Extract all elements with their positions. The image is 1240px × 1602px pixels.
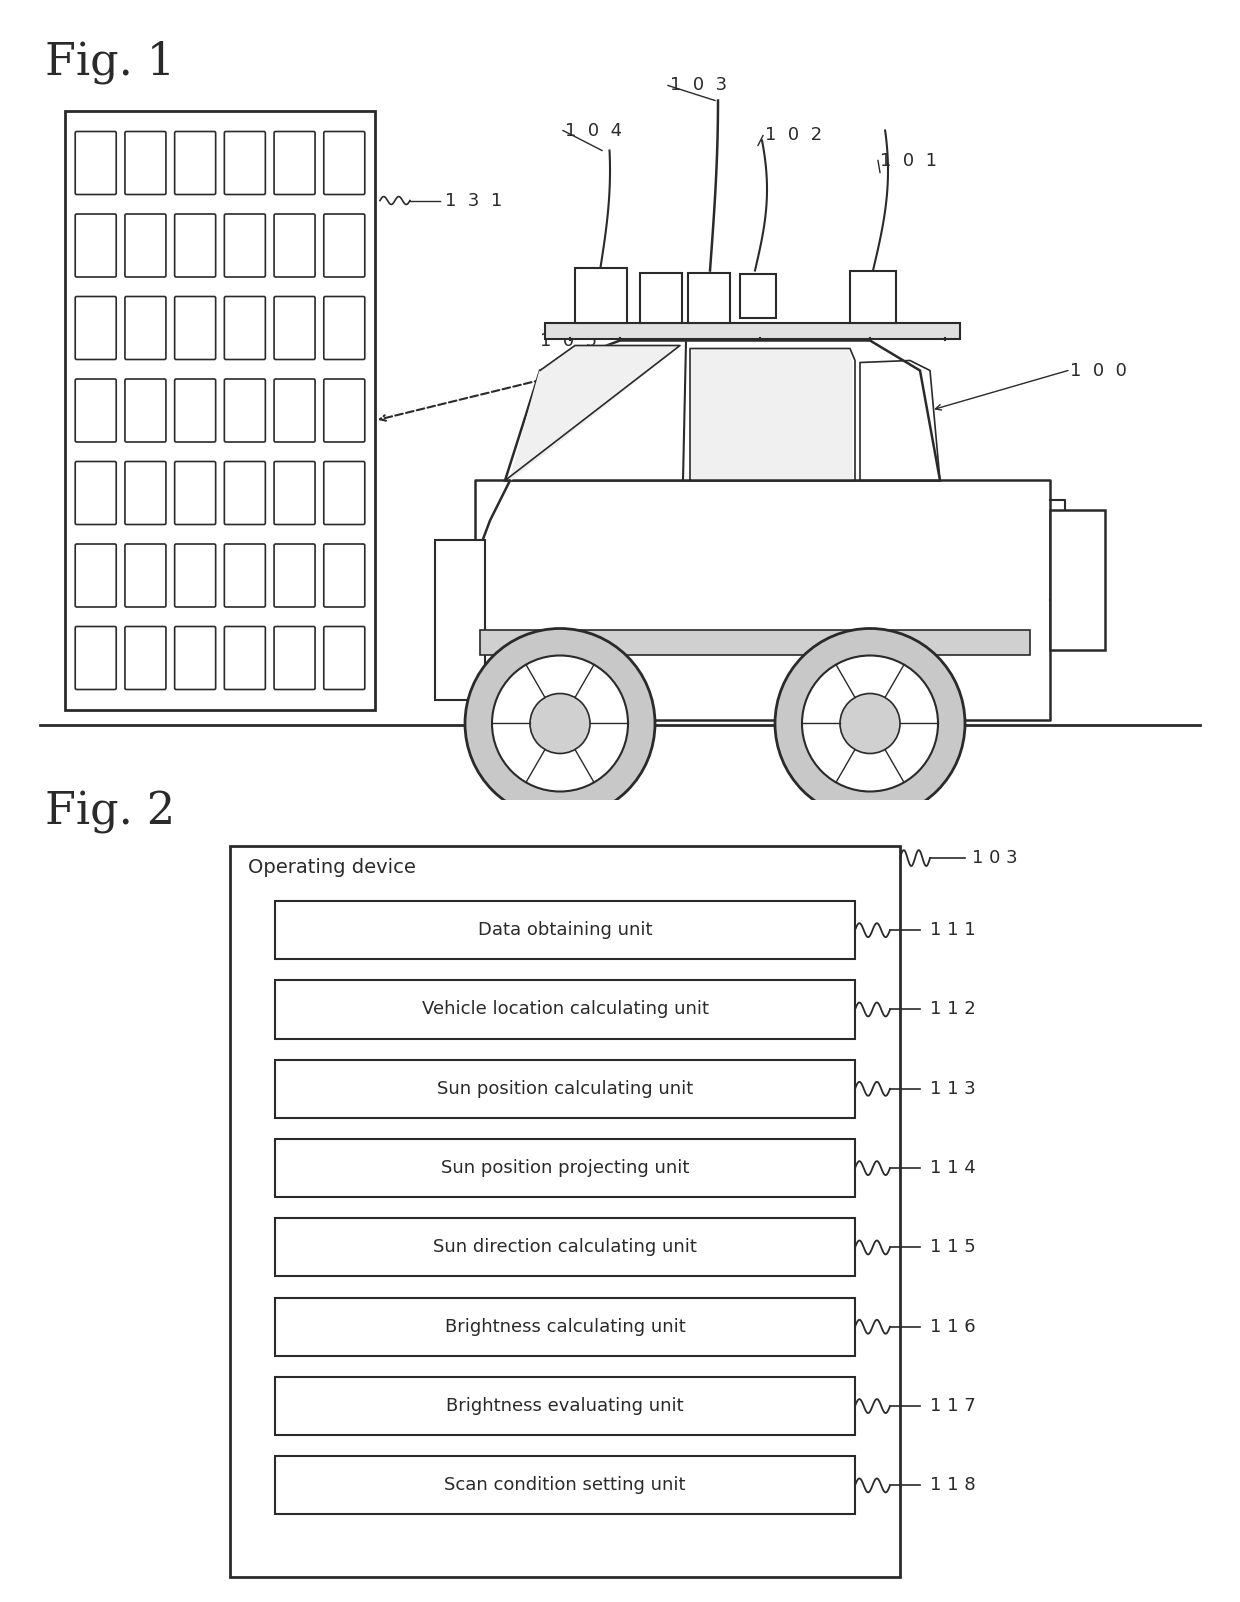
- Text: Scan condition setting unit: Scan condition setting unit: [444, 1477, 686, 1495]
- Text: Data obtaining unit: Data obtaining unit: [477, 921, 652, 939]
- Bar: [275, 1298, 856, 1355]
- Bar: [64, 111, 374, 711]
- Text: Sun position calculating unit: Sun position calculating unit: [436, 1080, 693, 1097]
- FancyBboxPatch shape: [224, 545, 265, 607]
- FancyBboxPatch shape: [274, 461, 315, 524]
- Bar: [740, 274, 776, 317]
- Text: 1 1 3: 1 1 3: [930, 1080, 976, 1097]
- FancyBboxPatch shape: [125, 545, 166, 607]
- Text: 1  0  4: 1 0 4: [565, 122, 622, 139]
- FancyBboxPatch shape: [274, 215, 315, 277]
- Polygon shape: [505, 341, 940, 481]
- FancyBboxPatch shape: [175, 296, 216, 359]
- Text: 1 1 8: 1 1 8: [930, 1477, 976, 1495]
- FancyBboxPatch shape: [125, 215, 166, 277]
- Bar: [435, 540, 485, 700]
- Text: 1 1 1: 1 1 1: [930, 921, 976, 939]
- FancyBboxPatch shape: [76, 626, 117, 689]
- Text: 1 1 6: 1 1 6: [930, 1318, 976, 1336]
- Text: 1 1 7: 1 1 7: [930, 1397, 976, 1415]
- FancyBboxPatch shape: [274, 545, 315, 607]
- Circle shape: [802, 655, 937, 791]
- FancyBboxPatch shape: [125, 131, 166, 194]
- Bar: [849, 271, 897, 322]
- FancyBboxPatch shape: [324, 545, 365, 607]
- FancyBboxPatch shape: [175, 626, 216, 689]
- Bar: [275, 980, 856, 1038]
- Bar: [275, 900, 856, 960]
- FancyBboxPatch shape: [175, 545, 216, 607]
- FancyBboxPatch shape: [324, 380, 365, 442]
- FancyBboxPatch shape: [324, 461, 365, 524]
- FancyBboxPatch shape: [274, 380, 315, 442]
- FancyBboxPatch shape: [224, 461, 265, 524]
- Text: 1  0  1: 1 0 1: [880, 152, 937, 170]
- Text: Vehicle location calculating unit: Vehicle location calculating unit: [422, 1001, 708, 1019]
- Text: 1 0 3: 1 0 3: [972, 849, 1018, 867]
- FancyBboxPatch shape: [125, 296, 166, 359]
- Bar: [1050, 511, 1105, 650]
- Bar: [640, 272, 682, 322]
- FancyBboxPatch shape: [274, 626, 315, 689]
- FancyBboxPatch shape: [274, 131, 315, 194]
- Circle shape: [775, 628, 965, 819]
- Text: Sun direction calculating unit: Sun direction calculating unit: [433, 1238, 697, 1256]
- Text: 1  0  0: 1 0 0: [1070, 362, 1127, 380]
- Text: 1  3  1: 1 3 1: [445, 192, 502, 210]
- FancyBboxPatch shape: [274, 296, 315, 359]
- Circle shape: [465, 628, 655, 819]
- FancyBboxPatch shape: [224, 296, 265, 359]
- Bar: [480, 631, 1030, 655]
- Circle shape: [529, 694, 590, 753]
- Text: Sun position projecting unit: Sun position projecting unit: [440, 1160, 689, 1177]
- FancyBboxPatch shape: [324, 215, 365, 277]
- FancyBboxPatch shape: [224, 131, 265, 194]
- FancyBboxPatch shape: [175, 461, 216, 524]
- Bar: [275, 1378, 856, 1435]
- FancyBboxPatch shape: [76, 461, 117, 524]
- FancyBboxPatch shape: [76, 380, 117, 442]
- Text: Brightness calculating unit: Brightness calculating unit: [445, 1318, 686, 1336]
- Circle shape: [839, 694, 900, 753]
- Bar: [229, 846, 900, 1576]
- FancyBboxPatch shape: [76, 545, 117, 607]
- FancyBboxPatch shape: [324, 626, 365, 689]
- FancyBboxPatch shape: [224, 626, 265, 689]
- Text: Fig. 1: Fig. 1: [45, 40, 175, 83]
- Bar: [575, 268, 627, 322]
- Text: 1  0  5: 1 0 5: [539, 332, 598, 349]
- Text: 1  0  2: 1 0 2: [765, 127, 822, 144]
- Text: Brightness evaluating unit: Brightness evaluating unit: [446, 1397, 683, 1415]
- Text: 1 1 2: 1 1 2: [930, 1001, 976, 1019]
- Bar: [546, 322, 960, 338]
- Text: 1 1 4: 1 1 4: [930, 1160, 976, 1177]
- FancyBboxPatch shape: [76, 131, 117, 194]
- Polygon shape: [692, 351, 852, 479]
- FancyBboxPatch shape: [125, 380, 166, 442]
- Bar: [275, 1456, 856, 1514]
- FancyBboxPatch shape: [125, 461, 166, 524]
- FancyBboxPatch shape: [125, 626, 166, 689]
- FancyBboxPatch shape: [224, 380, 265, 442]
- Bar: [275, 1139, 856, 1197]
- Polygon shape: [510, 346, 680, 481]
- Text: 1  0  3: 1 0 3: [670, 77, 727, 95]
- FancyBboxPatch shape: [224, 215, 265, 277]
- Circle shape: [492, 655, 627, 791]
- FancyBboxPatch shape: [175, 131, 216, 194]
- FancyBboxPatch shape: [76, 296, 117, 359]
- Bar: [688, 272, 730, 322]
- FancyBboxPatch shape: [324, 296, 365, 359]
- FancyBboxPatch shape: [324, 131, 365, 194]
- Text: Fig. 2: Fig. 2: [45, 791, 175, 835]
- Bar: [275, 1219, 856, 1277]
- Bar: [275, 1061, 856, 1118]
- FancyBboxPatch shape: [175, 215, 216, 277]
- Text: 1 1 5: 1 1 5: [930, 1238, 976, 1256]
- FancyBboxPatch shape: [76, 215, 117, 277]
- FancyBboxPatch shape: [175, 380, 216, 442]
- Text: Operating device: Operating device: [248, 859, 415, 876]
